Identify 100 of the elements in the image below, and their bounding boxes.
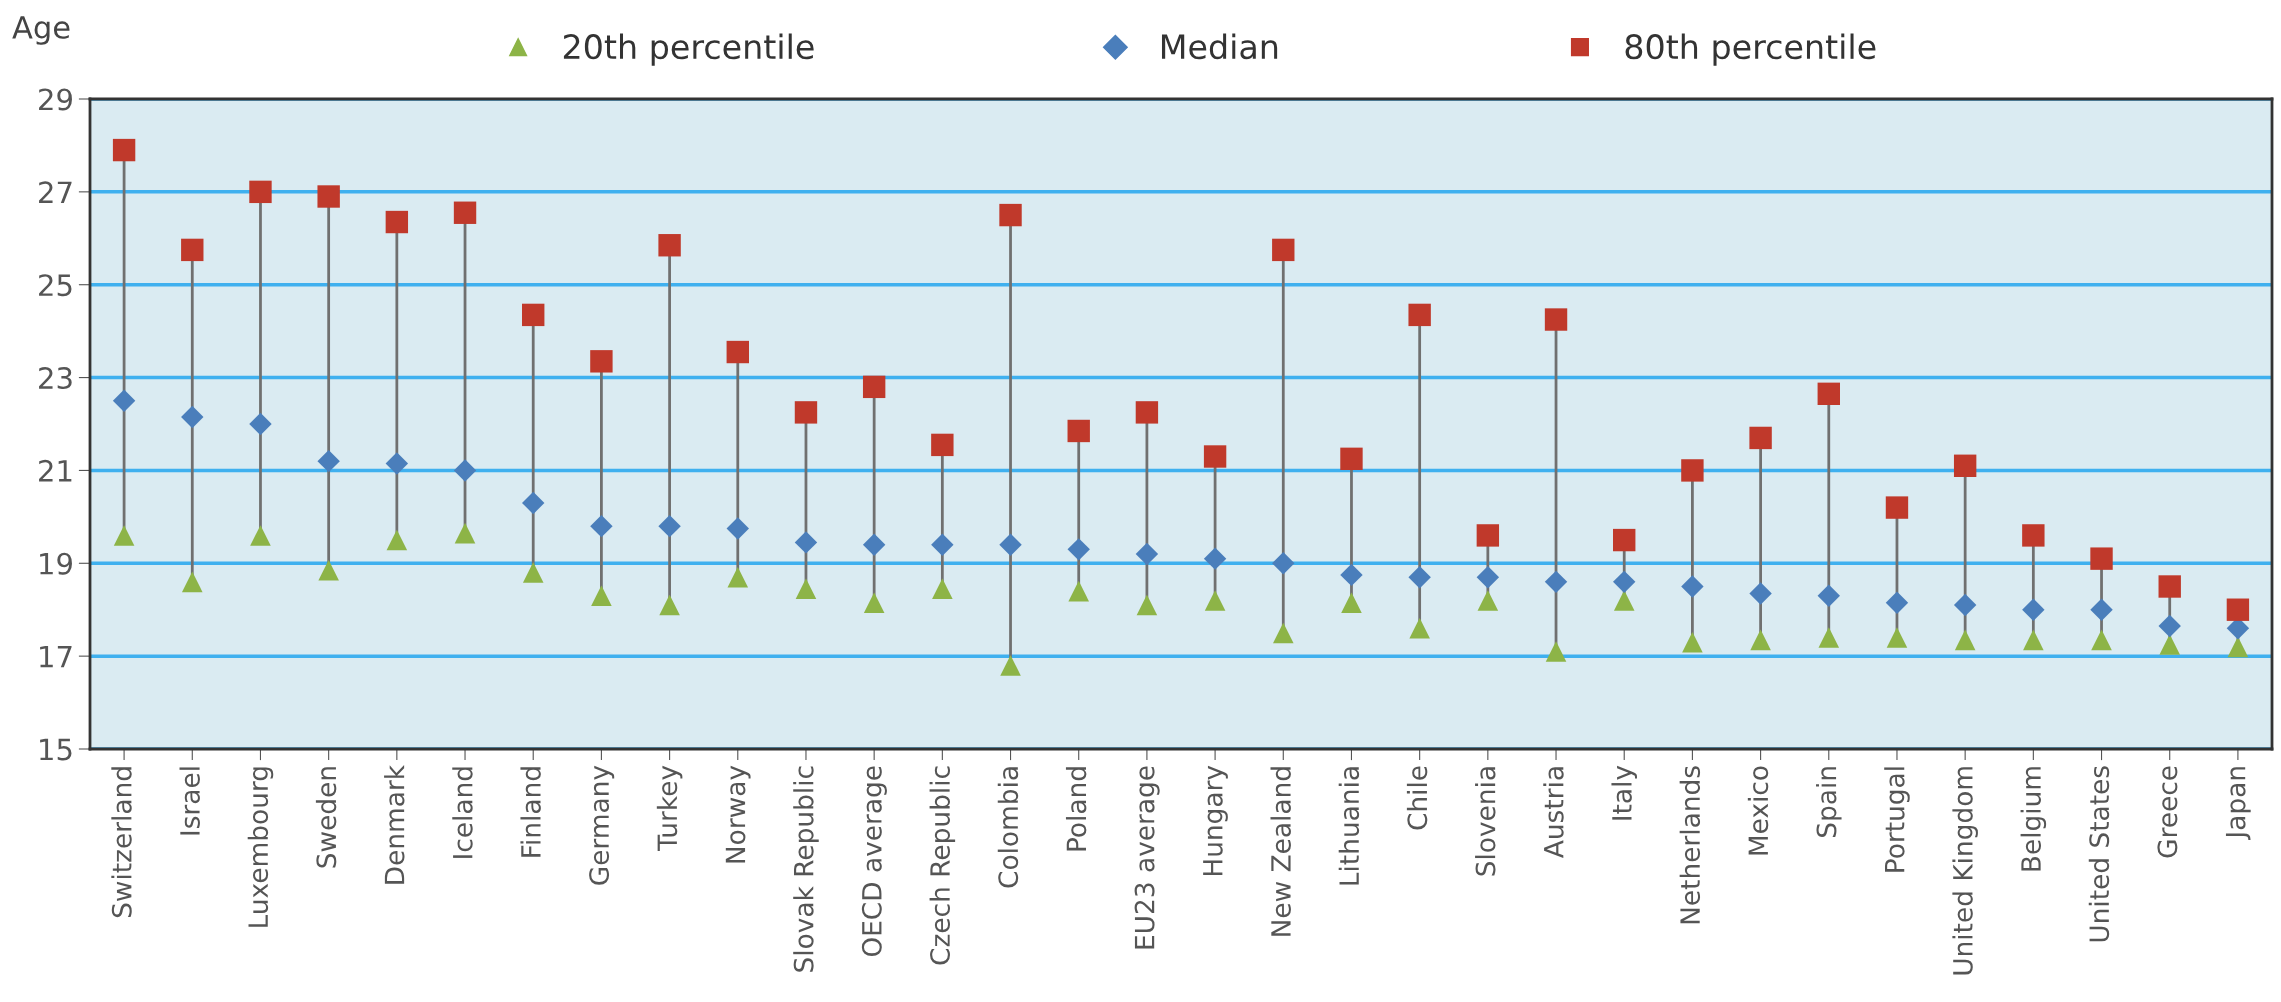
x-tick-label: United States bbox=[2088, 766, 2110, 942]
point bbox=[1408, 566, 1431, 589]
x-tick-label: Hungary bbox=[1203, 765, 1228, 876]
y-tick-label: 19 bbox=[40, 552, 72, 575]
point bbox=[1068, 580, 1090, 602]
point bbox=[1067, 419, 1090, 443]
point bbox=[112, 389, 136, 412]
x-tick-label: Japan bbox=[2225, 767, 2251, 840]
point bbox=[2023, 629, 2044, 651]
point bbox=[727, 566, 749, 588]
x-tick-label: Turkey bbox=[656, 765, 683, 851]
point bbox=[522, 303, 545, 327]
x-tick-label: Israel bbox=[179, 767, 200, 835]
y-tick-label: 23 bbox=[39, 367, 72, 390]
point bbox=[2022, 598, 2045, 621]
point bbox=[1000, 655, 1021, 676]
x-tick-label: OECD average bbox=[861, 766, 887, 957]
point bbox=[726, 517, 749, 540]
point bbox=[1749, 582, 1772, 605]
point bbox=[1409, 617, 1430, 639]
point bbox=[1545, 641, 1567, 662]
x-tick-label: Poland bbox=[1065, 767, 1087, 851]
x-tick-label: New Zealand bbox=[1270, 767, 1291, 936]
x-tick-label: Switzerland bbox=[111, 767, 132, 918]
point bbox=[1682, 631, 1703, 653]
y-tick-label: 29 bbox=[39, 88, 72, 111]
x-tick-label: Slovenia bbox=[1475, 767, 1496, 876]
point bbox=[1135, 542, 1159, 566]
point bbox=[590, 514, 613, 538]
point bbox=[863, 592, 885, 614]
y-axis-title: Age bbox=[12, 16, 70, 45]
point bbox=[1203, 445, 1227, 468]
point bbox=[385, 452, 409, 475]
point bbox=[932, 578, 953, 600]
point bbox=[454, 522, 476, 544]
point bbox=[1613, 528, 1636, 552]
x-tick-label: Netherlands bbox=[1679, 766, 1701, 924]
point bbox=[1408, 303, 1431, 327]
point bbox=[794, 401, 818, 424]
legend-label: 20th percentile bbox=[563, 33, 814, 66]
point bbox=[1544, 570, 1568, 594]
point bbox=[1954, 629, 1976, 651]
point bbox=[794, 531, 818, 554]
point bbox=[1750, 629, 1771, 651]
point bbox=[1340, 563, 1363, 587]
point bbox=[1272, 552, 1295, 575]
point bbox=[726, 340, 749, 364]
point bbox=[659, 594, 680, 616]
point bbox=[386, 529, 408, 551]
x-tick-label: Slovak Republic bbox=[793, 766, 819, 972]
point bbox=[2159, 634, 2181, 655]
point bbox=[1476, 566, 1500, 589]
point bbox=[317, 185, 340, 208]
point bbox=[181, 405, 204, 429]
point bbox=[862, 375, 886, 399]
point bbox=[1544, 308, 1568, 331]
point bbox=[249, 412, 272, 436]
x-tick-label: Portugal bbox=[1884, 767, 1910, 872]
point bbox=[1613, 590, 1635, 611]
y-tick-label: 27 bbox=[39, 181, 72, 203]
point bbox=[1885, 591, 1909, 614]
point bbox=[1272, 238, 1295, 262]
x-tick-label: Iceland bbox=[452, 767, 473, 858]
point bbox=[2227, 636, 2249, 658]
point bbox=[1067, 538, 1090, 561]
point bbox=[1886, 627, 1908, 648]
x-tick-label: EU23 average bbox=[1134, 766, 1160, 949]
x-tick-label: Chile bbox=[1406, 766, 1428, 830]
point bbox=[453, 459, 477, 482]
x-tick-label: United Kingdom bbox=[1952, 767, 1978, 975]
point bbox=[1477, 590, 1499, 611]
point bbox=[181, 238, 204, 262]
y-tick-label: 17 bbox=[40, 645, 72, 668]
point bbox=[1817, 584, 1840, 607]
x-tick-label: Greece bbox=[2157, 766, 2178, 858]
x-tick-label: Austria bbox=[1543, 767, 1564, 858]
x-tick-label: Norway bbox=[725, 765, 751, 863]
point bbox=[1681, 575, 1704, 598]
point bbox=[522, 491, 545, 515]
point bbox=[999, 533, 1022, 556]
point bbox=[931, 533, 954, 556]
point bbox=[2022, 524, 2045, 547]
point bbox=[658, 514, 681, 538]
x-tick-label: Mexico bbox=[1747, 766, 1769, 855]
point bbox=[1953, 454, 1977, 477]
x-tick-label: Czech Republic bbox=[929, 766, 956, 965]
y-tick-label: 15 bbox=[40, 738, 72, 761]
point bbox=[181, 571, 203, 593]
x-tick-label: Sweden bbox=[315, 767, 337, 868]
point bbox=[1749, 426, 1772, 450]
x-tick-label: Denmark bbox=[384, 765, 405, 884]
point bbox=[1476, 524, 1500, 547]
x-tick-label: Finland bbox=[520, 767, 541, 857]
point bbox=[931, 433, 954, 457]
point bbox=[1681, 459, 1704, 482]
point bbox=[1136, 594, 1158, 616]
point bbox=[385, 210, 409, 234]
x-tick-label: Spain bbox=[1816, 767, 1842, 837]
point bbox=[2090, 547, 2113, 570]
point bbox=[249, 180, 272, 204]
